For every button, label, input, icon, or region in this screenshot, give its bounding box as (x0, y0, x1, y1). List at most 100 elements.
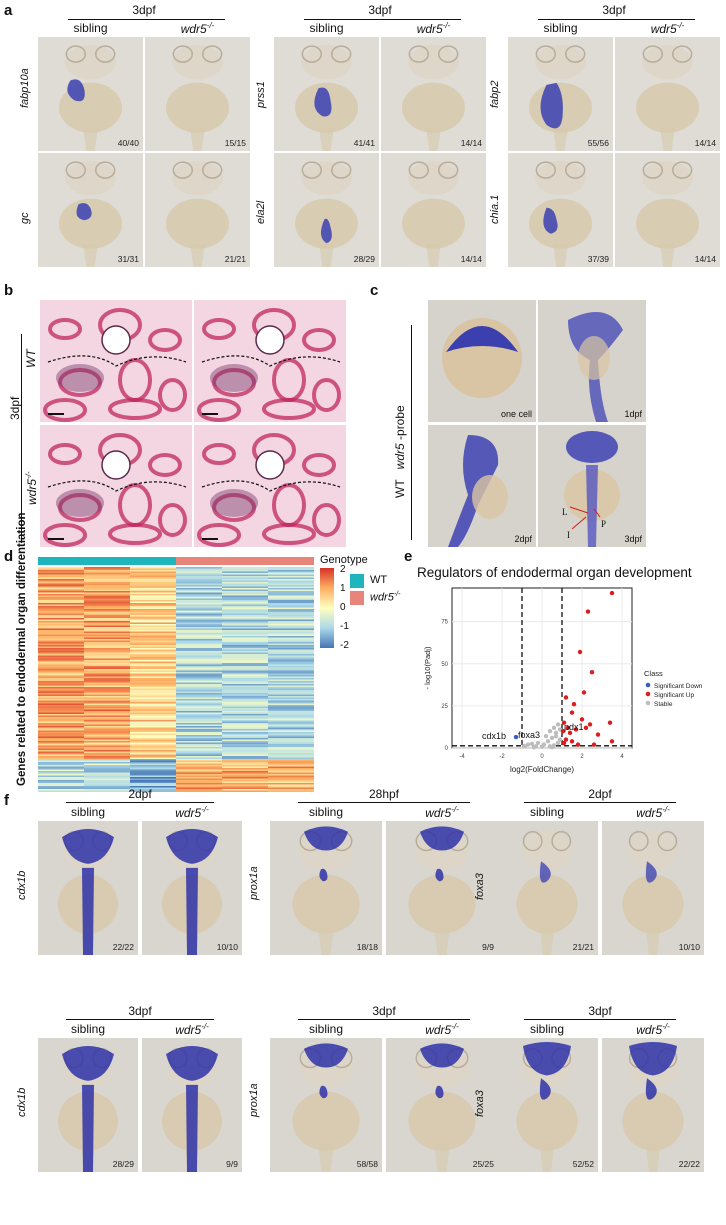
panel-e-label: e (404, 548, 413, 565)
panel-a-stage-line (68, 19, 225, 20)
volcano-point (555, 722, 561, 727)
volcano-point (575, 742, 581, 747)
sibling-larva-image: 41/41 (274, 37, 379, 151)
panel-f-stage-line (524, 1019, 676, 1020)
panel-f-sibling-label: sibling (308, 805, 344, 819)
volcano-point (573, 727, 579, 732)
panel-c-side-label: WT wdr5 -probe (393, 405, 407, 498)
embryo-count: 10/10 (678, 942, 700, 952)
panel-f-label: f (4, 792, 9, 809)
panel-a-sibling-label: sibling (543, 21, 578, 35)
legend-entry: Significant Up (654, 692, 694, 699)
volcano-point (551, 725, 557, 730)
histology-section-image (40, 425, 192, 547)
volcano-point (560, 728, 566, 734)
scale-tick-label: 0 (340, 602, 346, 613)
volcano-point (565, 725, 571, 730)
embryo-count: 18/18 (356, 942, 378, 952)
volcano-point (521, 743, 527, 749)
mutant-larva-image: 25/25 (386, 1038, 498, 1172)
mutant-larva-image: 14/14 (381, 37, 486, 151)
gene-label: prss1 (255, 80, 267, 108)
legend-label: wdr5-/- (370, 591, 401, 604)
gene-label: foxa3 (474, 873, 486, 900)
gene-label: fabp10a (19, 67, 31, 108)
panel-b-bracket-bottom (21, 435, 22, 543)
panel-f-stage: 3dpf (588, 1004, 612, 1018)
mutant-larva-image: 10/10 (602, 821, 704, 955)
mutant-larva-image: 22/22 (602, 1038, 704, 1172)
volcano-point (579, 717, 585, 722)
panel-a-mutant-label: wdr5-/- (650, 21, 685, 36)
legend-title: Class (644, 669, 663, 678)
y-tick-label: 0 (445, 746, 449, 752)
gene-label: prox1a (248, 1083, 260, 1117)
volcano-point (531, 745, 537, 750)
gene-annotation: pdx1 (564, 722, 584, 732)
sibling-larva-image: 55/56 (508, 37, 613, 151)
stage-label: one cell (500, 409, 532, 419)
panel-a-stage: 3dpf (368, 3, 392, 17)
wdr5-probe-image: 3dpf (538, 425, 646, 547)
mutant-larva-image: 14/14 (381, 153, 486, 267)
panel-b-row-mut: wdr5-/- (24, 471, 39, 505)
y-tick-label: 75 (441, 620, 448, 626)
volcano-point (583, 725, 589, 730)
scale-tick-label: 1 (340, 583, 346, 594)
embryo-count: 9/9 (482, 942, 494, 952)
volcano-point (539, 744, 545, 749)
panel-f-stage-line (298, 802, 470, 803)
volcano-point (543, 734, 549, 739)
sibling-larva-image: 40/40 (38, 37, 143, 151)
mutant-larva-image: 9/9 (386, 821, 498, 955)
embryo-count: 21/21 (572, 942, 594, 952)
volcano-point (549, 735, 555, 741)
x-tick-label: -2 (499, 754, 505, 760)
scale-tick-label: -2 (340, 640, 349, 651)
sibling-larva-image: 18/18 (270, 821, 382, 955)
gene-label: cdx1b (16, 870, 28, 900)
panel-a-stage-line (538, 19, 695, 20)
embryo-count: 31/31 (117, 254, 139, 264)
volcano-point (513, 734, 519, 740)
panel-b-row-wt: WT (24, 349, 38, 368)
gene-label: gc (19, 212, 31, 224)
volcano-point (571, 702, 577, 707)
sibling-larva-image: 28/29 (274, 153, 379, 267)
mutant-larva-image: 15/15 (145, 37, 250, 151)
embryo-count: 22/22 (678, 1159, 700, 1169)
gene-annotation: foxa3 (518, 730, 540, 740)
embryo-count: 22/22 (112, 942, 134, 952)
heatmap-legend-title: Genotype (320, 554, 368, 566)
panel-f-stage: 28hpf (368, 787, 400, 801)
y-tick-label: 25 (441, 704, 448, 710)
x-axis-label: log2(FoldChange) (510, 765, 574, 774)
volcano-point (553, 730, 559, 736)
embryo-count: 25/25 (472, 1159, 494, 1169)
stage-label: 1dpf (624, 409, 642, 419)
sibling-larva-image: 28/29 (38, 1038, 138, 1172)
volcano-point (581, 690, 587, 695)
stage-label: 3dpf (624, 534, 642, 544)
embryo-count: 40/40 (117, 138, 139, 148)
gene-label: foxa3 (474, 1090, 486, 1117)
panel-a-mutant-label: wdr5-/- (416, 21, 451, 36)
gene-label: prox1a (248, 866, 260, 900)
embryo-count: 52/52 (572, 1159, 594, 1169)
x-tick-label: -4 (459, 754, 465, 760)
volcano-point (535, 740, 541, 746)
sibling-larva-image: 21/21 (496, 821, 598, 955)
panel-d-label: d (4, 548, 14, 565)
volcano-point (561, 720, 567, 725)
panel-f-stage: 2dpf (128, 787, 152, 801)
panel-c-side-line (411, 325, 412, 540)
mutant-larva-image: 10/10 (142, 821, 242, 955)
mutant-larva-image: 21/21 (145, 153, 250, 267)
scale-tick-label: 2 (340, 564, 346, 575)
embryo-count: 14/14 (694, 254, 716, 264)
volcano-point (589, 670, 595, 675)
volcano-point (577, 649, 583, 655)
embryo-count: 28/29 (353, 254, 375, 264)
gene-label: ela2l (255, 200, 267, 224)
volcano-point (557, 737, 563, 742)
